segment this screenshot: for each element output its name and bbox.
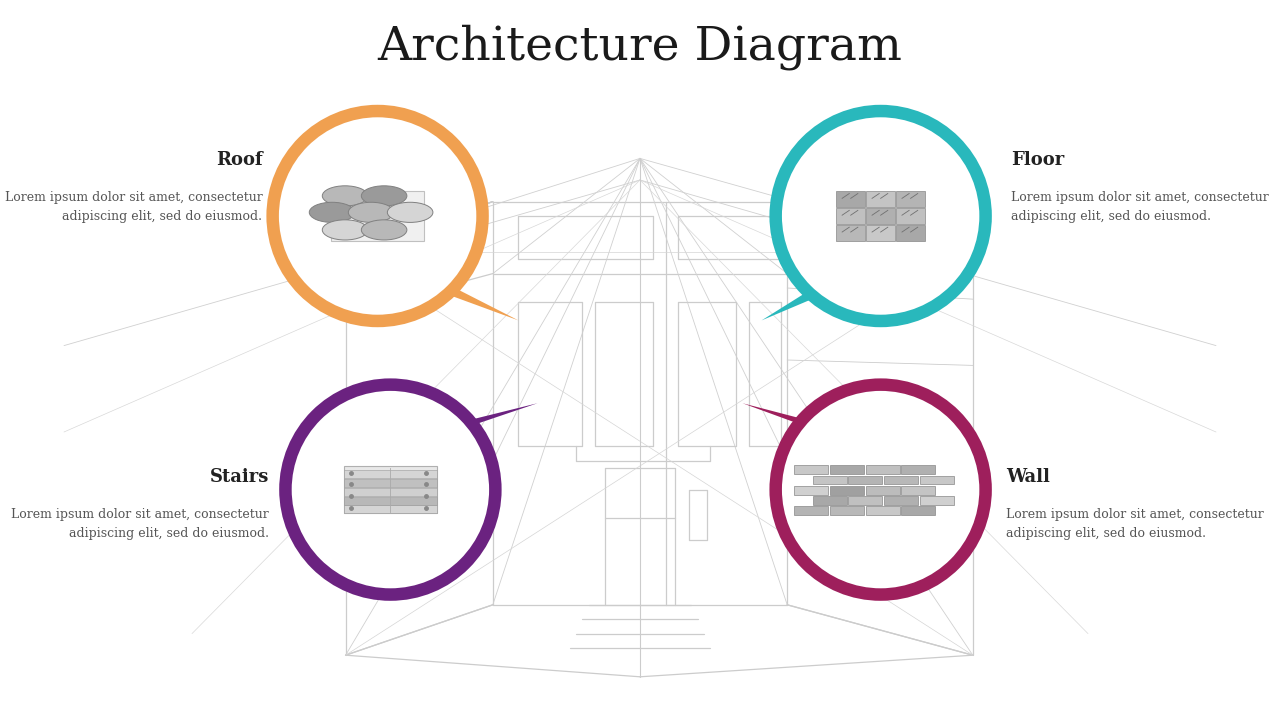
Text: Lorem ipsum dolor sit amet, consectetur
adipiscing elit, sed do eiusmod.: Lorem ipsum dolor sit amet, consectetur … <box>12 508 269 539</box>
Ellipse shape <box>323 220 367 240</box>
Polygon shape <box>355 261 518 320</box>
Ellipse shape <box>388 202 433 222</box>
FancyBboxPatch shape <box>813 476 846 485</box>
FancyBboxPatch shape <box>884 496 918 505</box>
Ellipse shape <box>361 186 407 206</box>
Ellipse shape <box>323 186 367 206</box>
Text: Floor: Floor <box>1011 151 1065 169</box>
Polygon shape <box>762 261 904 320</box>
FancyBboxPatch shape <box>794 486 828 495</box>
FancyBboxPatch shape <box>836 225 865 241</box>
FancyBboxPatch shape <box>896 208 925 224</box>
FancyBboxPatch shape <box>865 465 900 474</box>
Text: Lorem ipsum dolor sit amet, consectetur
adipiscing elit, sed do eiusmod.: Lorem ipsum dolor sit amet, consectetur … <box>1006 508 1263 539</box>
FancyBboxPatch shape <box>896 191 925 207</box>
FancyBboxPatch shape <box>836 208 865 224</box>
FancyBboxPatch shape <box>343 466 438 513</box>
FancyBboxPatch shape <box>849 476 882 485</box>
FancyBboxPatch shape <box>867 191 895 207</box>
FancyBboxPatch shape <box>901 486 936 495</box>
FancyBboxPatch shape <box>794 465 828 474</box>
Text: Roof: Roof <box>215 151 262 169</box>
FancyBboxPatch shape <box>865 506 900 516</box>
FancyBboxPatch shape <box>829 486 864 495</box>
FancyBboxPatch shape <box>829 506 864 516</box>
FancyBboxPatch shape <box>901 506 936 516</box>
FancyBboxPatch shape <box>343 470 438 478</box>
FancyBboxPatch shape <box>884 476 918 485</box>
FancyBboxPatch shape <box>794 506 828 516</box>
Ellipse shape <box>776 111 986 321</box>
Ellipse shape <box>348 202 394 222</box>
Text: Architecture Diagram: Architecture Diagram <box>378 24 902 70</box>
Ellipse shape <box>285 384 495 595</box>
Ellipse shape <box>310 202 355 222</box>
FancyBboxPatch shape <box>867 225 895 241</box>
FancyBboxPatch shape <box>343 497 438 505</box>
FancyBboxPatch shape <box>865 486 900 495</box>
FancyBboxPatch shape <box>836 191 865 207</box>
Text: Stairs: Stairs <box>210 468 269 486</box>
FancyBboxPatch shape <box>343 479 438 487</box>
FancyBboxPatch shape <box>813 496 846 505</box>
FancyBboxPatch shape <box>849 496 882 505</box>
Text: Lorem ipsum dolor sit amet, consectetur
adipiscing elit, sed do eiusmod.: Lorem ipsum dolor sit amet, consectetur … <box>1011 191 1268 222</box>
Polygon shape <box>367 403 538 445</box>
FancyBboxPatch shape <box>901 465 936 474</box>
Text: Lorem ipsum dolor sit amet, consectetur
adipiscing elit, sed do eiusmod.: Lorem ipsum dolor sit amet, consectetur … <box>5 191 262 222</box>
Text: Wall: Wall <box>1006 468 1050 486</box>
FancyBboxPatch shape <box>330 191 425 241</box>
FancyBboxPatch shape <box>920 476 954 485</box>
Polygon shape <box>742 403 904 445</box>
Ellipse shape <box>776 384 986 595</box>
FancyBboxPatch shape <box>867 208 895 224</box>
FancyBboxPatch shape <box>896 225 925 241</box>
Ellipse shape <box>273 111 483 321</box>
Ellipse shape <box>361 220 407 240</box>
FancyBboxPatch shape <box>343 487 438 496</box>
FancyBboxPatch shape <box>829 465 864 474</box>
FancyBboxPatch shape <box>343 505 438 513</box>
FancyBboxPatch shape <box>920 496 954 505</box>
